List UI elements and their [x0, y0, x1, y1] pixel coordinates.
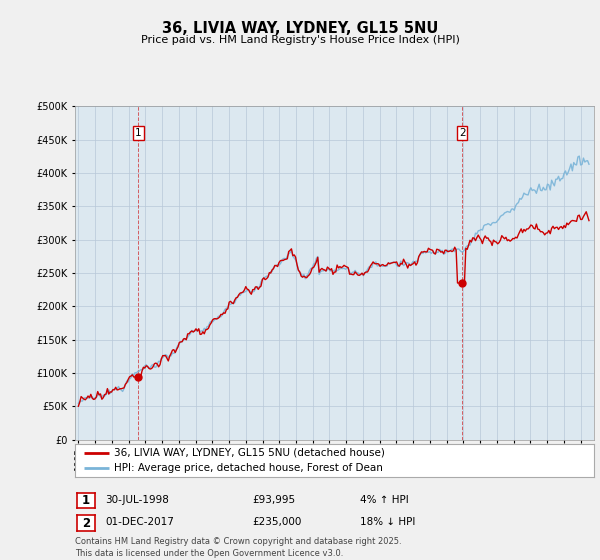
Text: 1: 1	[135, 128, 142, 138]
Text: £93,995: £93,995	[252, 494, 295, 505]
Text: 18% ↓ HPI: 18% ↓ HPI	[360, 517, 415, 527]
Text: 36, LIVIA WAY, LYDNEY, GL15 5NU: 36, LIVIA WAY, LYDNEY, GL15 5NU	[162, 21, 438, 36]
Text: 01-DEC-2017: 01-DEC-2017	[105, 517, 174, 527]
Text: 30-JUL-1998: 30-JUL-1998	[105, 494, 169, 505]
Text: 2: 2	[82, 516, 90, 530]
Text: Price paid vs. HM Land Registry's House Price Index (HPI): Price paid vs. HM Land Registry's House …	[140, 35, 460, 45]
Text: 1: 1	[82, 494, 90, 507]
Text: 36, LIVIA WAY, LYDNEY, GL15 5NU (detached house): 36, LIVIA WAY, LYDNEY, GL15 5NU (detache…	[114, 447, 385, 458]
Text: 2: 2	[459, 128, 466, 138]
Text: £235,000: £235,000	[252, 517, 301, 527]
Text: HPI: Average price, detached house, Forest of Dean: HPI: Average price, detached house, Fore…	[114, 463, 383, 473]
Text: Contains HM Land Registry data © Crown copyright and database right 2025.
This d: Contains HM Land Registry data © Crown c…	[75, 537, 401, 558]
Text: 4% ↑ HPI: 4% ↑ HPI	[360, 494, 409, 505]
